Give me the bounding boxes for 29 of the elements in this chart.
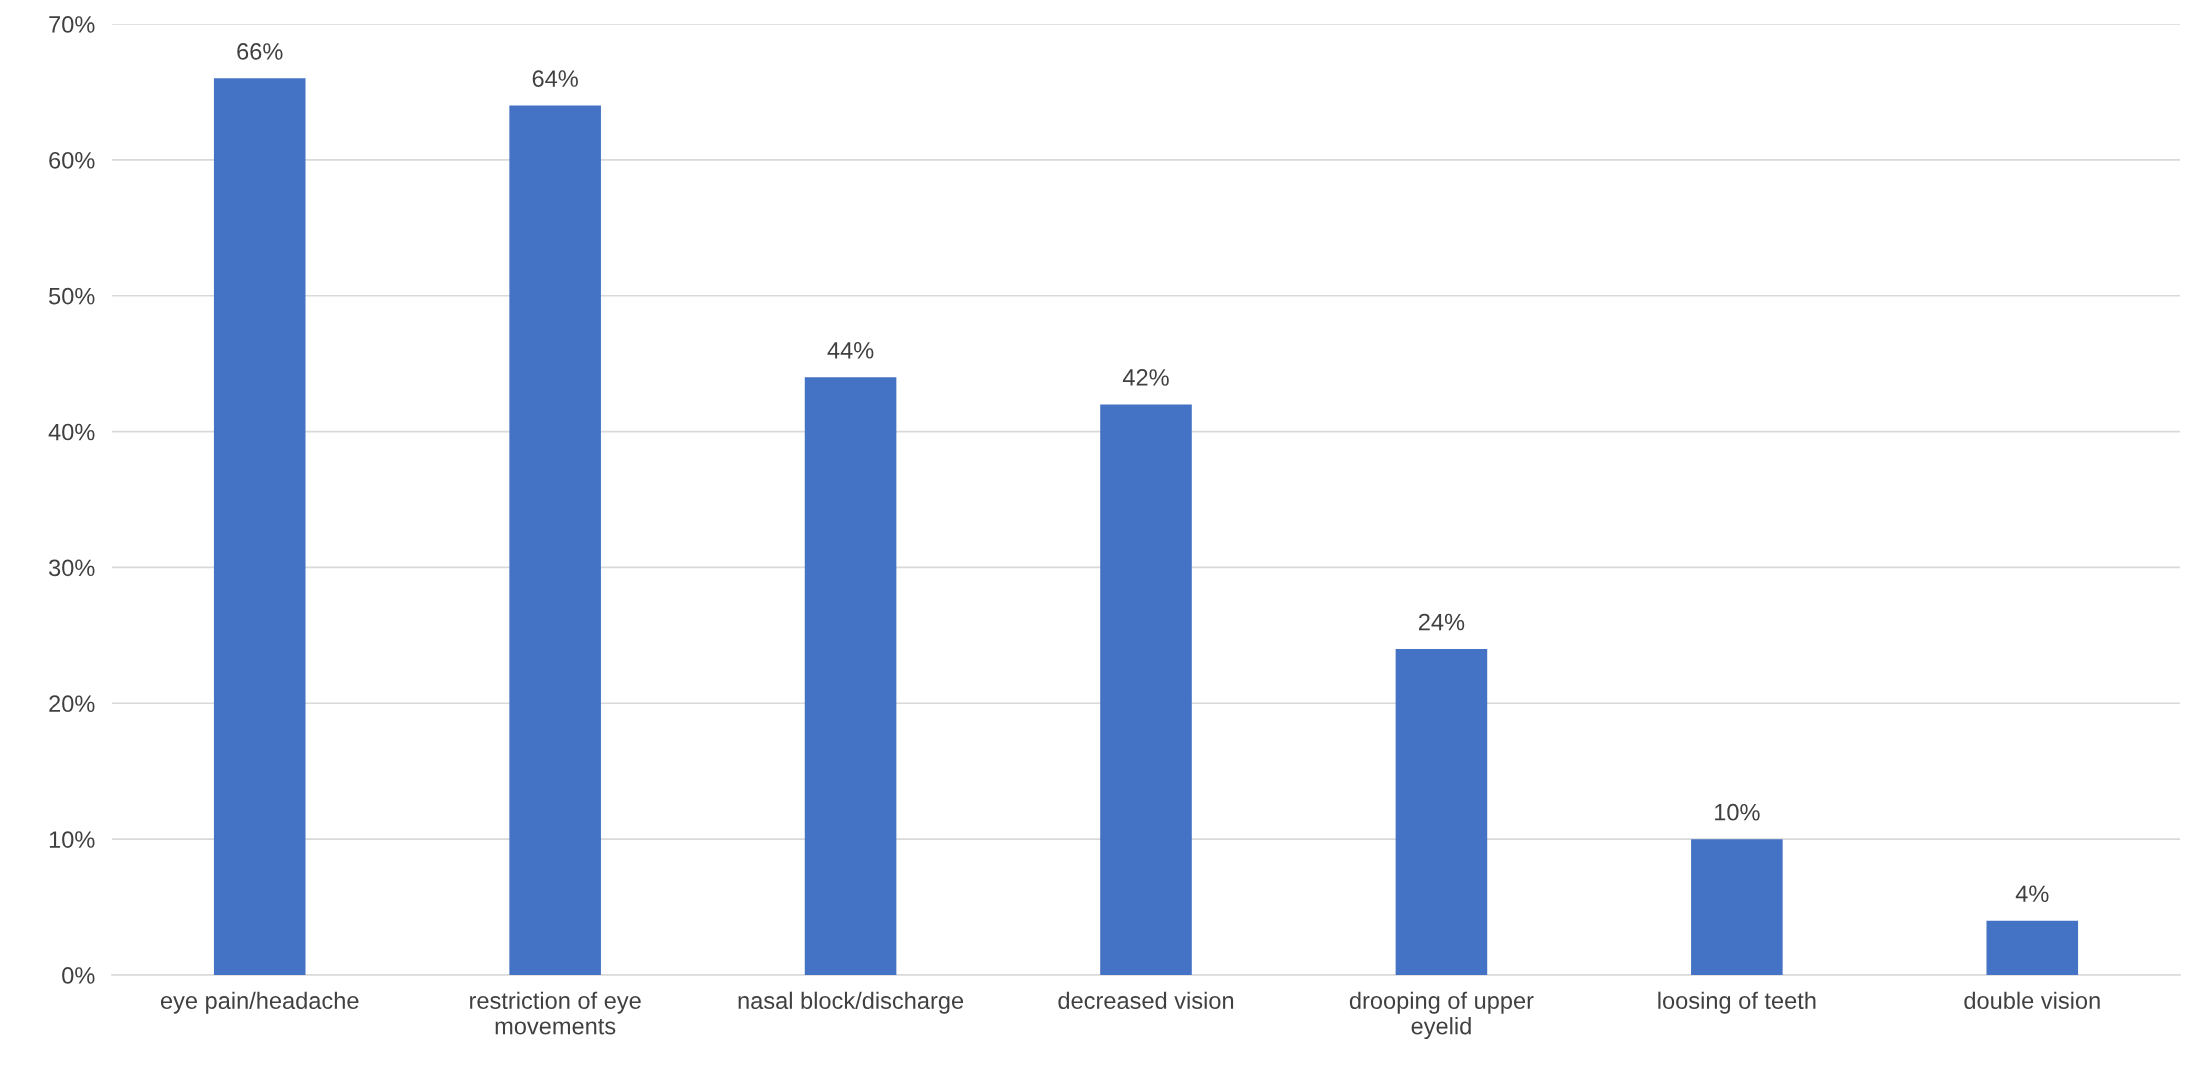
y-tick-label: 30%: [48, 559, 95, 577]
bar: [1691, 839, 1783, 975]
y-tick-label: 20%: [49, 695, 95, 713]
bar: [1100, 404, 1192, 975]
bar: [509, 105, 601, 975]
bar: [213, 78, 306, 975]
x-tick-label: nasal block/discharge: [738, 991, 964, 1014]
x-tick-label: drooping of upper eyelid: [1349, 991, 1534, 1040]
data-label: 24%: [1418, 613, 1465, 631]
x-tick-label: eye pain/headache: [160, 991, 359, 1014]
x-tick-label: restriction of eye movements: [470, 991, 641, 1035]
x-tick-label: loosing of teeth: [1658, 991, 1816, 1014]
bar: [1986, 920, 2079, 975]
y-tick-label: 0%: [62, 967, 95, 984]
data-label: 64%: [532, 70, 578, 87]
data-label: 4%: [2015, 885, 2049, 903]
data-label: 42%: [1122, 369, 1169, 386]
y-tick-label: 50%: [49, 287, 95, 305]
y-tick-label: 70%: [49, 16, 95, 33]
y-tick-label: 10%: [49, 831, 95, 848]
bar: [804, 377, 897, 975]
y-tick-label: 60%: [49, 151, 95, 169]
bar: [1395, 648, 1488, 975]
x-tick-label: decreased vision: [1058, 991, 1234, 1010]
data-label: 10%: [1715, 803, 1760, 821]
x-tick-label: double vision: [1964, 991, 2100, 1010]
y-tick-label: 40%: [48, 423, 95, 441]
data-label: 44%: [827, 342, 874, 359]
data-label: 66%: [237, 43, 283, 60]
